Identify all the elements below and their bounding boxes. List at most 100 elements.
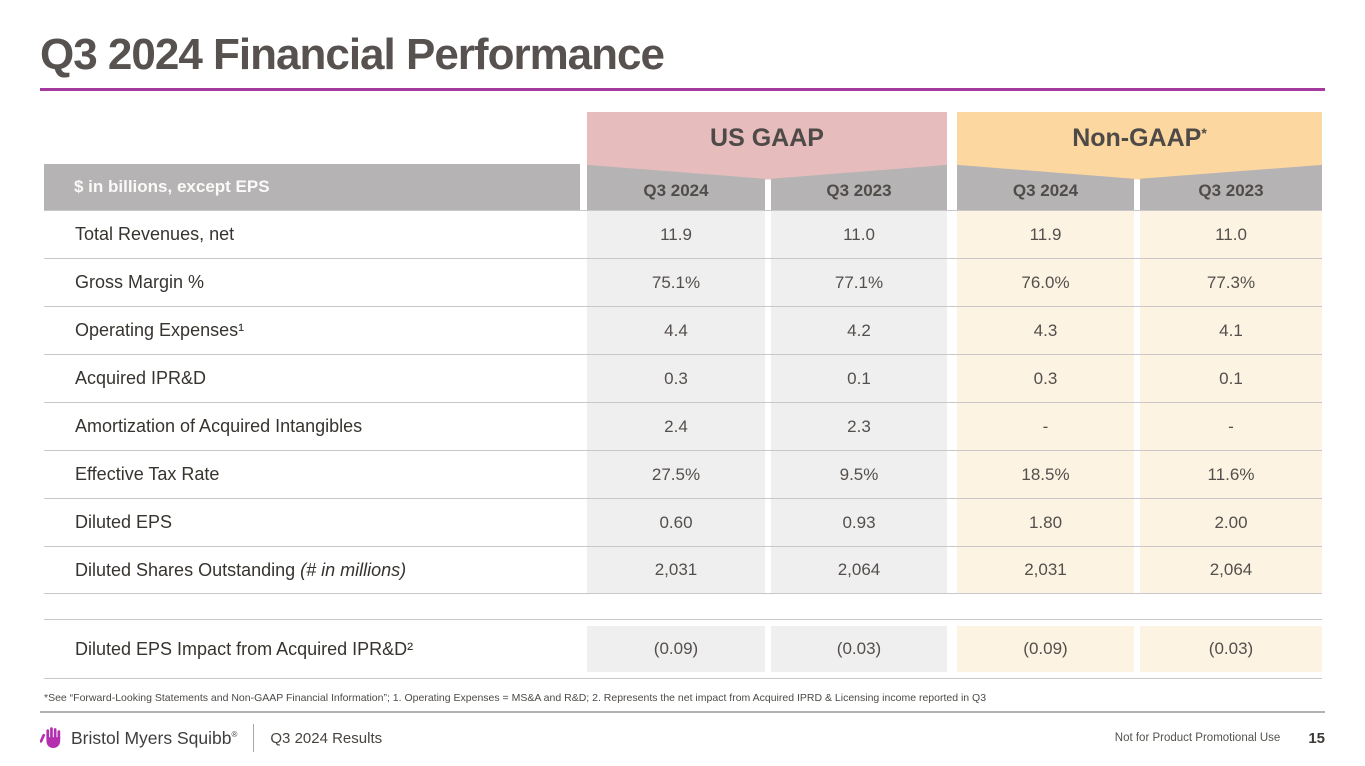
row-label-text: Diluted EPS (75, 512, 173, 532)
table-row-effective-tax-rate: Effective Tax Rate 27.5% 9.5% 18.5% 11.6… (44, 450, 1322, 498)
cell-value: 4.4 (587, 307, 765, 354)
gap (947, 626, 957, 672)
gap (947, 403, 957, 450)
cell-value: 9.5% (771, 451, 947, 498)
row-label-text: Gross Margin % (75, 272, 205, 292)
cell-value: 0.1 (1140, 355, 1322, 402)
row-label-text: Acquired IPR&D (75, 368, 207, 388)
table-row-eps-impact: Diluted EPS Impact from Acquired IPR&D² … (44, 619, 1322, 679)
row-label-italic: (# in millions) (300, 559, 407, 580)
cell-value: 0.3 (587, 355, 765, 402)
cell-value: 75.1% (587, 259, 765, 306)
gap (580, 307, 587, 354)
cell-value: 11.9 (957, 211, 1134, 258)
cell-value: 11.0 (1140, 211, 1322, 258)
row-label-text: Operating Expenses¹ (75, 320, 245, 340)
corner-header: $ in billions, except EPS (44, 164, 580, 210)
subheader-gap (580, 164, 587, 210)
gap (947, 259, 957, 306)
table-row-amortization: Amortization of Acquired Intangibles 2.4… (44, 402, 1322, 450)
brand-name: Bristol Myers Squibb® (71, 728, 237, 749)
table-row-diluted-shares: Diluted Shares Outstanding (# in millions… (44, 546, 1322, 594)
cell-value: 0.3 (957, 355, 1134, 402)
gap (947, 499, 957, 546)
cell-value: 27.5% (587, 451, 765, 498)
cell-value: 11.6% (1140, 451, 1322, 498)
row-label-text: Diluted Shares Outstanding (75, 559, 296, 580)
title-underline (40, 88, 1325, 91)
brand-text: Bristol Myers Squibb (71, 727, 232, 748)
non-gaap-q3-2024-header: Q3 2024 (957, 164, 1134, 210)
row-label: Diluted EPS Impact from Acquired IPR&D² (44, 626, 580, 672)
row-label: Acquired IPR&D (44, 355, 580, 402)
row-label: Gross Margin % (44, 259, 580, 306)
spacer-row (44, 594, 1322, 619)
financial-table: US GAAP Non-GAAP * $ in billions, except … (44, 112, 1322, 679)
cell-value: (0.03) (771, 626, 947, 672)
footer-disclaimer: Not for Product Promotional Use (1114, 732, 1281, 744)
row-label: Diluted EPS (44, 499, 580, 546)
table-row-operating-expenses: Operating Expenses¹ 4.4 4.2 4.3 4.1 (44, 306, 1322, 354)
gap (580, 547, 587, 593)
non-gaap-subheader-group: Q3 2024 Q3 2023 (957, 164, 1322, 210)
banner-gap (947, 112, 957, 164)
column-gap (765, 164, 771, 210)
row-label-text: Total Revenues, net (75, 224, 235, 244)
gap (947, 211, 957, 258)
cell-value: 76.0% (957, 259, 1134, 306)
gap (580, 499, 587, 546)
table-row-gross-margin: Gross Margin % 75.1% 77.1% 76.0% 77.3% (44, 258, 1322, 306)
cell-value: 2,064 (771, 547, 947, 593)
cell-value: 77.3% (1140, 259, 1322, 306)
cell-value: 0.93 (771, 499, 947, 546)
gap (947, 451, 957, 498)
cell-value: 2,031 (957, 547, 1134, 593)
page-title: Q3 2024 Financial Performance (40, 30, 665, 79)
cell-value: 77.1% (771, 259, 947, 306)
bms-hand-logo-icon (40, 727, 61, 748)
cell-value: 4.2 (771, 307, 947, 354)
gap (947, 307, 957, 354)
banner-row: US GAAP Non-GAAP * (44, 112, 1322, 164)
cell-value: 1.80 (957, 499, 1134, 546)
cell-value: 2.00 (1140, 499, 1322, 546)
cell-value: 11.0 (771, 211, 947, 258)
cell-value: (0.09) (957, 626, 1134, 672)
cell-value: 2.3 (771, 403, 947, 450)
cell-value: 2.4 (587, 403, 765, 450)
gap (947, 547, 957, 593)
footer-divider (40, 711, 1325, 713)
row-label: Effective Tax Rate (44, 451, 580, 498)
table-row-total-revenues: Total Revenues, net 11.9 11.0 11.9 11.0 (44, 210, 1322, 258)
non-gaap-q3-2023-header: Q3 2023 (1140, 164, 1322, 210)
us-gaap-label: US GAAP (710, 123, 824, 152)
cell-value: - (1140, 403, 1322, 450)
gap (580, 451, 587, 498)
footer-vertical-divider (253, 724, 255, 752)
subheader-row: $ in billions, except EPS Q3 2024 Q3 202… (44, 164, 1322, 210)
banner-spacer (44, 112, 587, 164)
row-label: Operating Expenses¹ (44, 307, 580, 354)
us-gaap-q3-2024-header: Q3 2024 (587, 164, 765, 210)
footer: Bristol Myers Squibb® Q3 2024 Results No… (40, 716, 1325, 760)
table-row-diluted-eps: Diluted EPS 0.60 0.93 1.80 2.00 (44, 498, 1322, 546)
row-label: Total Revenues, net (44, 211, 580, 258)
cell-value: 2,064 (1140, 547, 1322, 593)
row-label: Amortization of Acquired Intangibles (44, 403, 580, 450)
footnote: *See “Forward-Looking Statements and Non… (44, 692, 987, 704)
gap (947, 355, 957, 402)
cell-value: 4.3 (957, 307, 1134, 354)
us-gaap-subheader-group: Q3 2024 Q3 2023 (587, 164, 947, 210)
non-gaap-banner: Non-GAAP * (957, 112, 1322, 164)
cell-value: 18.5% (957, 451, 1134, 498)
gap (580, 626, 587, 672)
subheader-gap (947, 164, 957, 210)
footer-right: Not for Product Promotional Use 15 (1115, 730, 1325, 747)
row-label: Diluted Shares Outstanding (# in millions… (44, 547, 580, 593)
brand-lockup: Bristol Myers Squibb® (40, 725, 237, 751)
page-number: 15 (1308, 729, 1325, 747)
gap (580, 355, 587, 402)
registered-mark: ® (231, 729, 238, 739)
non-gaap-label: Non-GAAP (1072, 123, 1202, 152)
column-gap (1134, 164, 1140, 210)
